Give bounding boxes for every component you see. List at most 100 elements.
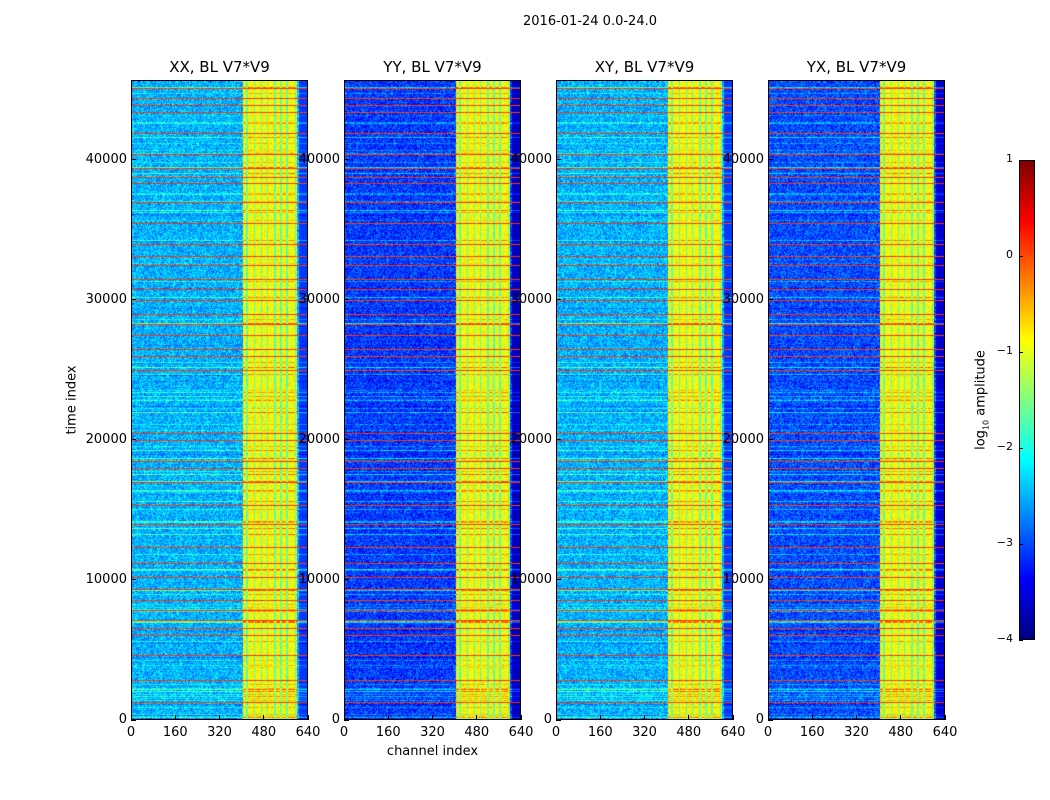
x-tick-mark xyxy=(174,715,176,720)
heatmap-panel xyxy=(556,80,733,720)
y-tick-mark xyxy=(131,719,136,721)
y-tick-mark xyxy=(556,579,561,581)
x-tick-mark xyxy=(387,715,389,720)
x-tick-label: 0 xyxy=(551,725,561,740)
y-tick-label: 40000 xyxy=(298,151,340,167)
x-tick-label: 320 xyxy=(632,725,657,740)
panel-title: YY, BL V7*V9 xyxy=(383,58,482,76)
x-tick-label: 640 xyxy=(932,725,958,740)
colorbar-tick-mark xyxy=(1019,639,1023,641)
x-tick-mark xyxy=(688,715,690,720)
x-tick-label: 640 xyxy=(295,725,321,740)
y-tick-label: 0 xyxy=(118,712,127,727)
x-tick-label: 640 xyxy=(720,725,746,740)
y-tick-label: 10000 xyxy=(510,571,552,587)
x-tick-mark xyxy=(856,715,857,720)
panel-title: XY, BL V7*V9 xyxy=(594,58,695,76)
x-tick-mark xyxy=(307,715,309,720)
colorbar-label-sub: 10 xyxy=(981,419,991,431)
colorbar-tick-mark xyxy=(1019,255,1023,257)
x-tick-mark xyxy=(944,715,946,720)
x-tick-label: 480 xyxy=(464,725,490,740)
colorbar-tick-mark xyxy=(1019,543,1023,545)
x-tick-mark xyxy=(555,715,557,720)
x-tick-mark xyxy=(732,715,734,720)
colorbar-label: log10 amplitude xyxy=(974,350,991,450)
x-tick-label: 320 xyxy=(844,725,869,740)
panel-title: XX, BL V7*V9 xyxy=(169,58,270,76)
y-tick-label: 40000 xyxy=(85,151,127,167)
y-tick-label: 10000 xyxy=(298,571,340,587)
y-tick-mark xyxy=(344,439,349,441)
x-tick-label: 480 xyxy=(888,725,914,740)
y-tick-label: 10000 xyxy=(722,571,764,587)
y-axis-label: time index xyxy=(64,365,80,435)
y-tick-label: 40000 xyxy=(722,151,764,167)
y-tick-mark xyxy=(556,719,561,721)
colorbar-tick-mark xyxy=(1019,447,1023,449)
x-tick-label: 160 xyxy=(799,725,825,740)
y-tick-mark xyxy=(344,719,349,721)
x-tick-mark xyxy=(130,715,132,720)
x-tick-mark xyxy=(263,715,265,720)
y-tick-label: 10000 xyxy=(85,571,127,587)
heatmap-image xyxy=(345,81,520,719)
x-tick-mark xyxy=(343,715,345,720)
x-tick-mark xyxy=(767,715,769,720)
colorbar-tick-label: −4 xyxy=(996,632,1013,645)
y-tick-label: 20000 xyxy=(722,431,764,447)
y-tick-mark xyxy=(556,299,561,301)
y-tick-mark xyxy=(131,439,136,441)
y-tick-label: 20000 xyxy=(510,431,552,447)
x-tick-label: 0 xyxy=(126,725,136,740)
x-tick-mark xyxy=(599,715,601,720)
y-tick-label: 30000 xyxy=(722,291,764,307)
y-tick-label: 0 xyxy=(331,712,340,727)
x-axis-label: channel index xyxy=(386,744,479,759)
x-tick-label: 480 xyxy=(676,725,702,740)
y-tick-label: 20000 xyxy=(85,431,127,447)
y-tick-mark xyxy=(768,719,773,721)
x-tick-mark xyxy=(520,715,522,720)
x-tick-mark xyxy=(476,715,478,720)
y-tick-mark xyxy=(131,299,136,301)
x-tick-label: 160 xyxy=(375,725,401,740)
y-tick-mark xyxy=(131,159,136,161)
y-tick-label: 30000 xyxy=(510,291,552,307)
y-tick-label: 0 xyxy=(543,712,552,727)
x-tick-mark xyxy=(432,715,433,720)
y-tick-mark xyxy=(768,299,773,301)
colorbar-tick-label: −1 xyxy=(996,344,1013,357)
y-tick-label: 0 xyxy=(755,712,764,727)
x-tick-label: 160 xyxy=(162,725,188,740)
y-tick-label: 20000 xyxy=(298,431,340,447)
x-tick-label: 320 xyxy=(207,725,232,740)
x-tick-label: 640 xyxy=(508,725,534,740)
x-tick-label: 480 xyxy=(251,725,277,740)
x-tick-mark xyxy=(811,715,813,720)
x-tick-label: 0 xyxy=(339,725,349,740)
y-tick-mark xyxy=(556,439,561,441)
colorbar-tick-label: 0 xyxy=(1006,248,1013,261)
x-tick-label: 0 xyxy=(763,725,773,740)
y-tick-mark xyxy=(344,299,349,301)
x-tick-mark xyxy=(644,715,645,720)
y-tick-mark xyxy=(768,159,773,161)
colorbar-tick-mark xyxy=(1019,351,1023,353)
x-tick-mark xyxy=(219,715,220,720)
heatmap-panel xyxy=(344,80,521,720)
colorbar xyxy=(1019,160,1035,640)
y-tick-mark xyxy=(131,579,136,581)
heatmap-image xyxy=(769,81,944,719)
colorbar-tick-mark xyxy=(1019,159,1023,161)
heatmap-panel xyxy=(768,80,945,720)
y-tick-mark xyxy=(556,159,561,161)
x-tick-mark xyxy=(900,715,902,720)
panel-title: YX, BL V7*V9 xyxy=(806,58,907,76)
y-tick-mark xyxy=(344,579,349,581)
y-tick-label: 30000 xyxy=(85,291,127,307)
y-tick-mark xyxy=(768,439,773,441)
colorbar-tick-label: −3 xyxy=(996,536,1013,549)
y-tick-mark xyxy=(344,159,349,161)
